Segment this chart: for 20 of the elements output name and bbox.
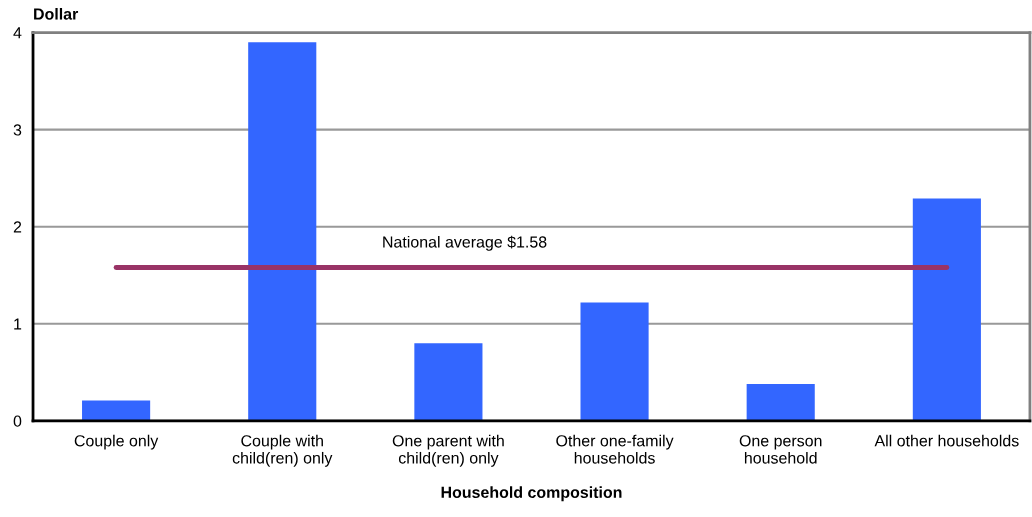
x-tick-label: One person household [739,435,822,464]
x-tick-label: One parent with child(ren) only [392,434,504,467]
y-axis-title: Dollar [34,7,79,20]
y-tick-label: 4 [13,27,22,39]
x-tick-label: Couple only [74,434,159,450]
x-tick-label: Couple with child(ren) only [232,434,333,467]
y-tick-label: 1 [14,318,22,330]
bar [414,343,483,421]
bar [746,383,815,421]
x-tick-label: All other households [874,434,1019,447]
bar [82,400,151,421]
x-axis-title: Household composition [441,486,622,502]
y-tick-label: 3 [13,124,22,136]
y-tick-label: 0 [13,415,22,427]
x-tick-label: Other one-family households [556,434,674,464]
ref-line-label: National average $1.58 [383,235,547,251]
bar [580,302,649,421]
bar [248,42,317,421]
y-tick-label: 2 [13,221,22,233]
bar [912,198,981,421]
